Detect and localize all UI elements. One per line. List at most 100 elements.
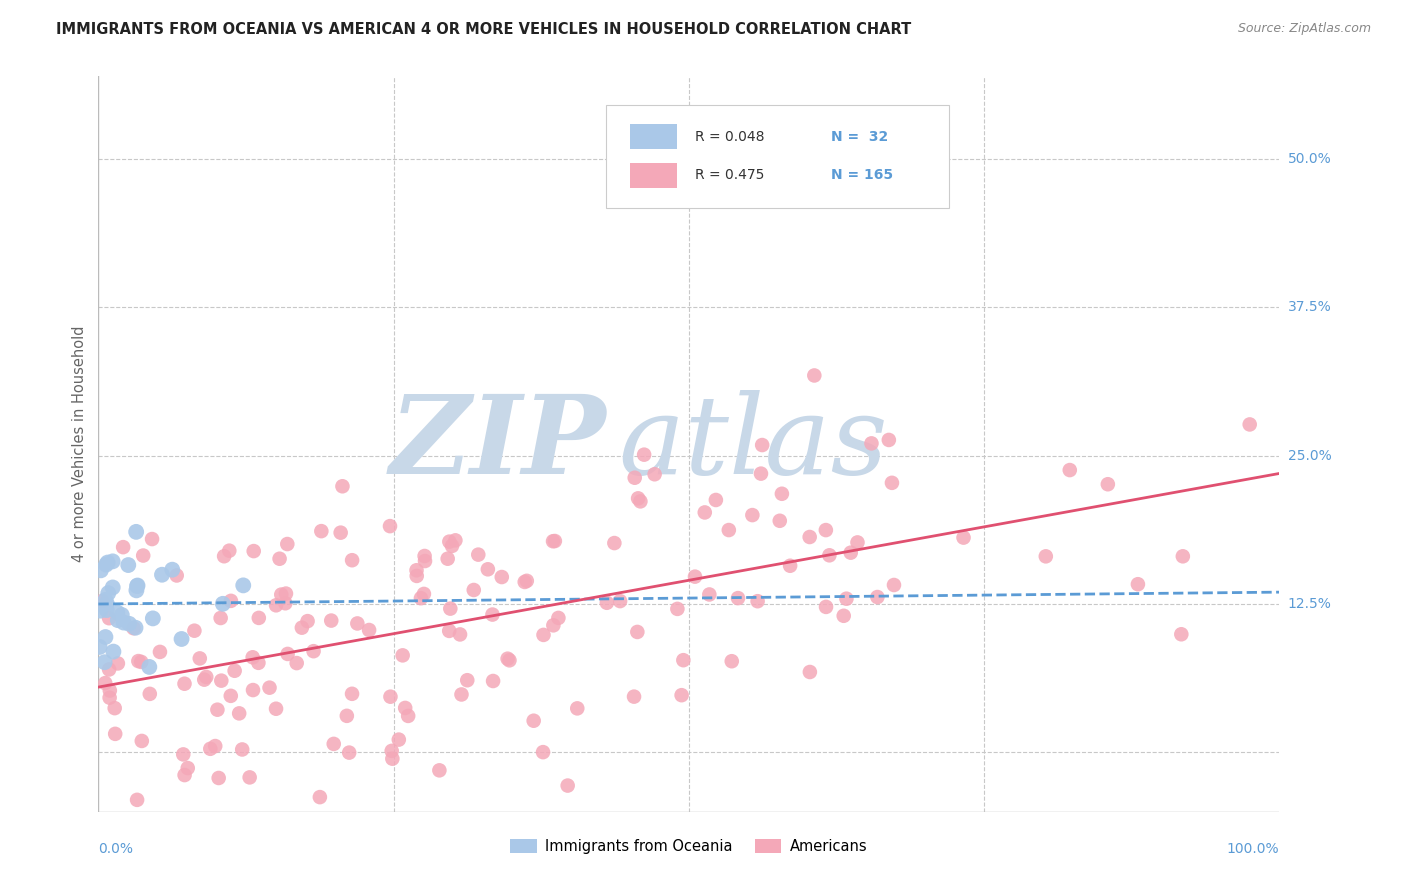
Point <box>683 569 706 583</box>
Point <box>498 653 520 667</box>
Point <box>125 524 148 539</box>
Point <box>177 761 200 775</box>
Point <box>456 673 478 688</box>
Point <box>623 690 645 704</box>
Point <box>239 770 262 784</box>
Point <box>242 544 264 558</box>
Point <box>567 701 589 715</box>
Point <box>162 563 184 577</box>
Point <box>439 601 461 615</box>
Point <box>336 709 359 723</box>
Point <box>183 624 205 638</box>
Point <box>439 534 461 549</box>
Point <box>103 645 125 659</box>
Text: 25.0%: 25.0% <box>1288 449 1331 463</box>
Point <box>541 534 564 549</box>
Text: 37.5%: 37.5% <box>1288 301 1331 314</box>
Point <box>340 687 363 701</box>
Point <box>276 537 298 551</box>
Point <box>482 673 505 688</box>
Point <box>693 505 716 519</box>
Point <box>98 663 121 677</box>
Point <box>513 574 536 589</box>
Point <box>463 582 485 597</box>
Point <box>219 689 242 703</box>
Point <box>627 491 650 506</box>
Point <box>860 436 883 450</box>
Point <box>242 683 264 698</box>
Point <box>440 539 463 553</box>
Point <box>122 621 145 635</box>
Point <box>496 651 519 665</box>
Point <box>124 621 146 635</box>
Point <box>107 657 129 671</box>
Point <box>405 569 427 583</box>
Point <box>439 624 461 638</box>
Point <box>142 611 165 625</box>
Point <box>329 525 352 540</box>
Point <box>309 790 332 805</box>
Point <box>770 487 793 501</box>
Point <box>127 654 149 668</box>
Point <box>274 596 297 610</box>
Point <box>666 602 689 616</box>
Point <box>449 627 471 641</box>
Point <box>291 621 314 635</box>
Point <box>105 606 128 620</box>
Point <box>97 586 120 600</box>
Point <box>107 613 129 627</box>
Point <box>89 640 111 654</box>
Point <box>94 558 117 572</box>
Point <box>609 594 631 608</box>
Point <box>232 578 254 592</box>
Point <box>98 690 121 705</box>
Point <box>209 611 232 625</box>
Point <box>803 368 825 383</box>
Legend: Immigrants from Oceania, Americans: Immigrants from Oceania, Americans <box>505 833 873 860</box>
Text: 12.5%: 12.5% <box>1288 597 1331 611</box>
Point <box>242 650 264 665</box>
Point <box>818 549 841 563</box>
Point <box>880 475 903 490</box>
Point <box>596 596 619 610</box>
Point <box>952 531 974 545</box>
Point <box>104 727 127 741</box>
Point <box>93 655 115 669</box>
Point <box>302 644 325 658</box>
Point <box>125 583 148 598</box>
Point <box>340 553 363 567</box>
Point <box>212 549 235 564</box>
Point <box>467 548 489 562</box>
Point <box>101 554 124 568</box>
Point <box>346 616 368 631</box>
Point <box>94 592 117 607</box>
Point <box>112 615 135 630</box>
Point <box>603 536 626 550</box>
Point <box>274 586 297 600</box>
Point <box>477 562 499 576</box>
Point <box>172 747 194 762</box>
Point <box>211 597 233 611</box>
Text: atlas: atlas <box>619 390 887 498</box>
Point <box>1239 417 1261 432</box>
Point <box>208 771 231 785</box>
Point <box>877 433 900 447</box>
Point <box>204 739 226 753</box>
Point <box>436 551 458 566</box>
Point <box>557 779 579 793</box>
Point <box>94 676 117 690</box>
Point <box>127 578 149 592</box>
Point <box>285 656 308 670</box>
Point <box>111 607 134 622</box>
Point <box>814 523 837 537</box>
Point <box>633 448 655 462</box>
Point <box>200 741 222 756</box>
Point <box>644 467 666 482</box>
Point <box>396 709 419 723</box>
Point <box>89 604 111 618</box>
Point <box>523 714 546 728</box>
Point <box>219 594 242 608</box>
Point <box>378 519 401 533</box>
Point <box>531 745 554 759</box>
Text: N =  32: N = 32 <box>831 130 889 144</box>
